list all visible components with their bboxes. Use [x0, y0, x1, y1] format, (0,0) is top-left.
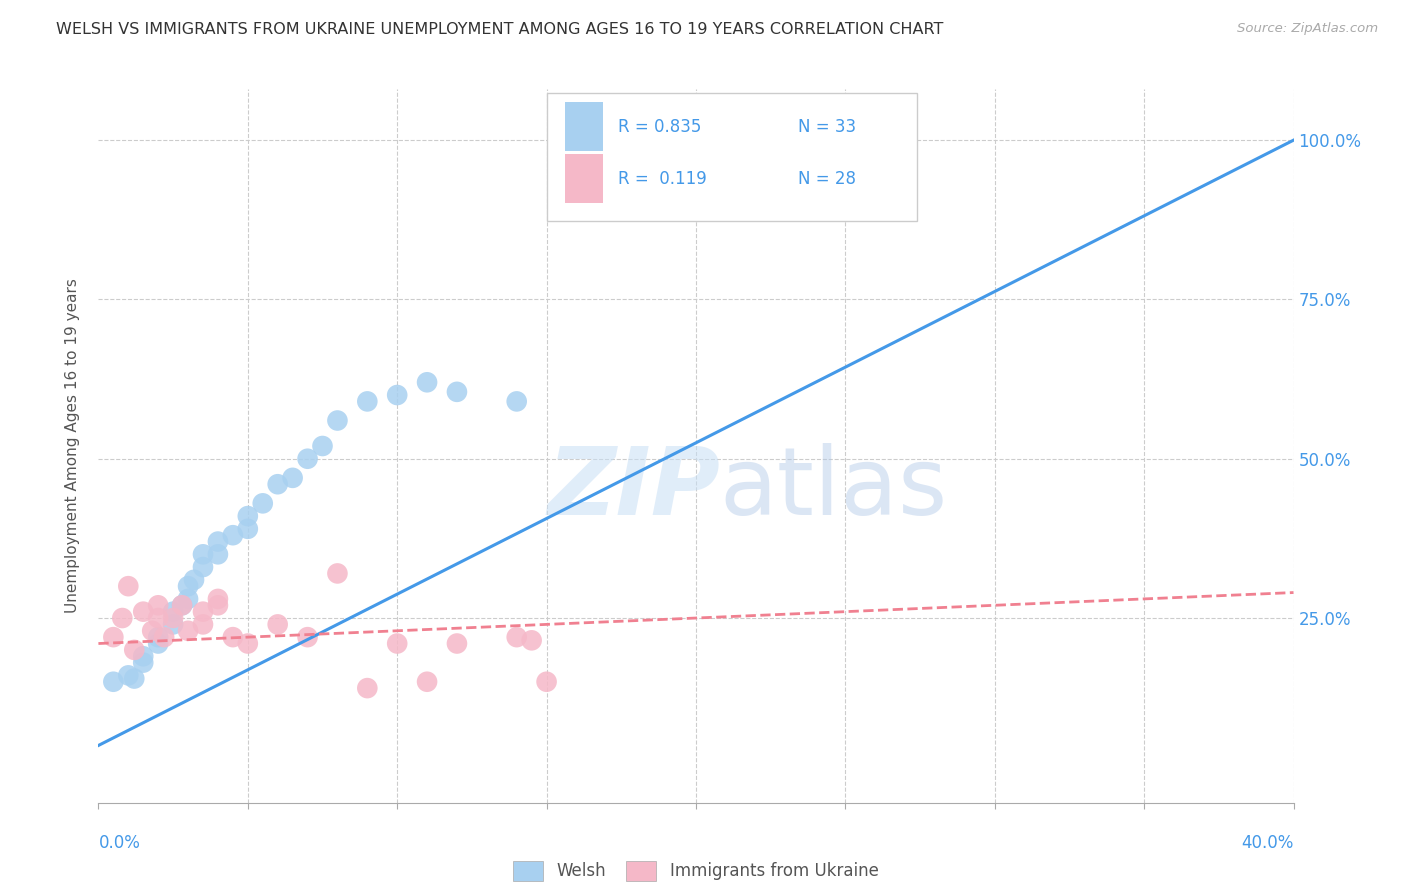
Text: WELSH VS IMMIGRANTS FROM UKRAINE UNEMPLOYMENT AMONG AGES 16 TO 19 YEARS CORRELAT: WELSH VS IMMIGRANTS FROM UKRAINE UNEMPLO…: [56, 22, 943, 37]
Point: [446, 636, 468, 650]
Text: R = 0.835: R = 0.835: [619, 118, 702, 136]
Text: R =  0.119: R = 0.119: [619, 169, 707, 187]
Point: [297, 630, 319, 644]
Point: [207, 591, 229, 606]
Point: [153, 630, 176, 644]
Point: [191, 617, 214, 632]
Point: [172, 599, 194, 613]
Point: [236, 636, 259, 650]
Text: ZIP: ZIP: [547, 442, 720, 535]
Point: [311, 439, 333, 453]
Point: [236, 522, 259, 536]
Point: [177, 591, 200, 606]
Point: [326, 413, 349, 427]
Text: atlas: atlas: [720, 442, 948, 535]
Point: [207, 547, 229, 561]
Point: [132, 649, 155, 664]
FancyBboxPatch shape: [547, 93, 917, 221]
Point: [385, 636, 409, 650]
Point: [132, 656, 155, 670]
Point: [111, 611, 134, 625]
Point: [103, 674, 125, 689]
Point: [162, 617, 184, 632]
Point: [117, 579, 139, 593]
Point: [148, 636, 170, 650]
Point: [416, 376, 439, 390]
Point: [141, 624, 163, 638]
Point: [148, 630, 170, 644]
Point: [267, 617, 290, 632]
Point: [162, 605, 184, 619]
FancyBboxPatch shape: [565, 154, 603, 203]
Point: [222, 528, 245, 542]
Point: [281, 471, 304, 485]
Point: [177, 624, 200, 638]
Point: [124, 672, 146, 686]
Point: [446, 384, 468, 399]
Text: 0.0%: 0.0%: [98, 834, 141, 852]
Point: [520, 633, 543, 648]
Point: [162, 611, 184, 625]
Point: [172, 599, 194, 613]
Point: [536, 674, 558, 689]
Text: 40.0%: 40.0%: [1241, 834, 1294, 852]
Point: [326, 566, 349, 581]
Point: [183, 573, 205, 587]
Point: [207, 599, 229, 613]
Point: [132, 605, 155, 619]
Point: [356, 394, 378, 409]
Point: [207, 534, 229, 549]
Point: [124, 643, 146, 657]
Point: [700, 133, 723, 147]
Point: [416, 674, 439, 689]
Point: [148, 599, 170, 613]
Text: Source: ZipAtlas.com: Source: ZipAtlas.com: [1237, 22, 1378, 36]
Point: [252, 496, 274, 510]
Point: [236, 509, 259, 524]
Point: [356, 681, 378, 695]
Point: [191, 547, 214, 561]
Point: [177, 579, 200, 593]
Point: [506, 630, 529, 644]
Text: N = 28: N = 28: [797, 169, 856, 187]
Point: [685, 133, 707, 147]
Point: [103, 630, 125, 644]
Point: [385, 388, 409, 402]
Point: [506, 394, 529, 409]
FancyBboxPatch shape: [565, 102, 603, 152]
Point: [148, 611, 170, 625]
Point: [222, 630, 245, 644]
Point: [191, 560, 214, 574]
Point: [191, 605, 214, 619]
Point: [297, 451, 319, 466]
Point: [117, 668, 139, 682]
Y-axis label: Unemployment Among Ages 16 to 19 years: Unemployment Among Ages 16 to 19 years: [65, 278, 80, 614]
Point: [267, 477, 290, 491]
Text: N = 33: N = 33: [797, 118, 856, 136]
Legend: Welsh, Immigrants from Ukraine: Welsh, Immigrants from Ukraine: [506, 855, 886, 888]
